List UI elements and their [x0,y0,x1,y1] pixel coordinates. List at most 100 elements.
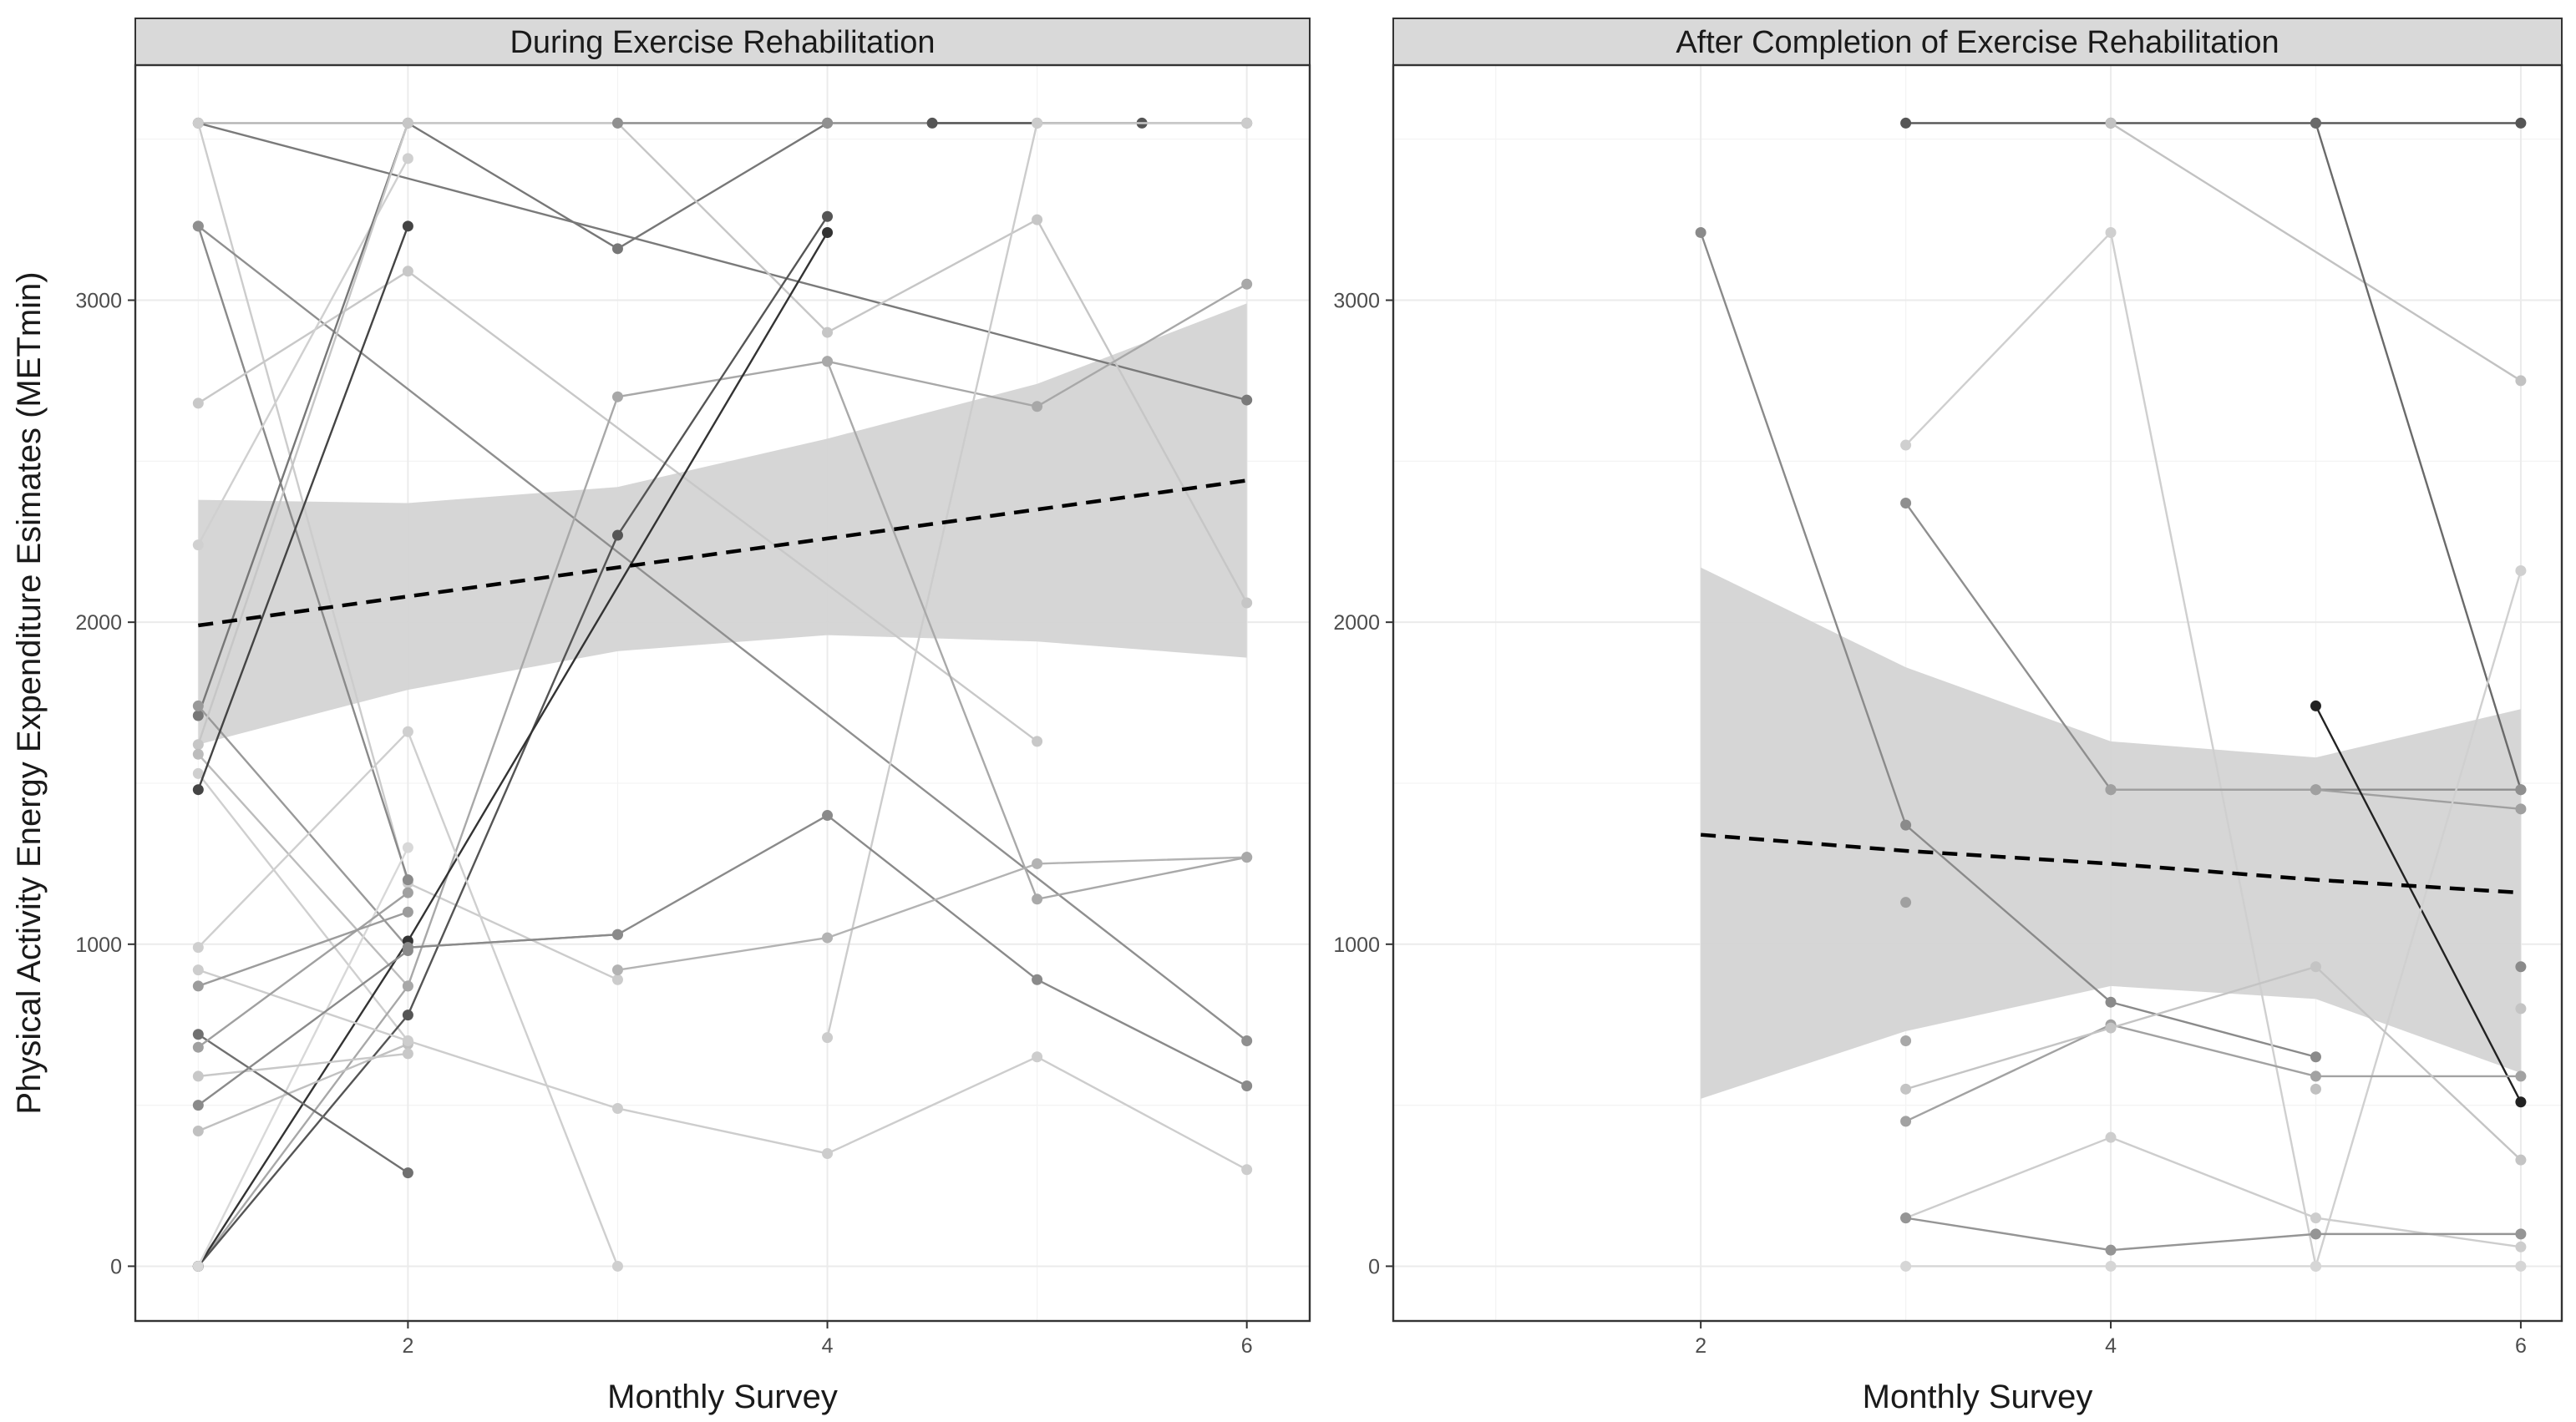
series-line [197,122,1248,746]
data-point [2515,1003,2527,1015]
data-point [192,1029,204,1040]
data-point [822,210,834,222]
data-point [1900,1116,1912,1127]
x-tick-label: 6 [1241,1334,1253,1358]
data-point [402,874,413,886]
series-line [197,911,408,988]
participant-series [192,964,1253,1176]
data-point [1032,401,1043,412]
data-point [2515,564,2527,576]
series-line [197,969,1248,1171]
series-line [197,1033,409,1174]
data-point [611,243,623,255]
data-point [2515,1070,2527,1082]
data-point [192,748,204,760]
participant-series [1900,961,2527,1166]
data-point [2310,1228,2321,1240]
data-point [2105,1260,2117,1272]
data-point [402,1048,413,1060]
data-point [1032,974,1043,985]
participant-series [2310,1083,2321,1095]
individual-trajectories [1695,117,2527,1272]
data-point [192,964,204,976]
x-tick-label: 6 [2515,1334,2527,1358]
y-axis-ticks: 0 1000 2000 3000 [75,290,135,1278]
data-point [402,1010,413,1021]
series-line [1905,965,2522,1161]
data-point [822,227,834,239]
series-line [197,122,829,716]
data-point [2515,117,2527,129]
series-line [1905,1136,2522,1248]
data-point [192,700,204,711]
data-point [402,1167,413,1179]
panel-after-rehabilitation: After Completion of Exercise Rehabilitat… [1333,18,2563,1358]
data-point [192,710,204,721]
data-point [192,980,204,992]
participant-series [192,266,1043,747]
y-tick-label: 3000 [75,290,122,313]
participant-series [1900,1212,2527,1256]
data-point [402,220,413,232]
data-point [1241,1164,1253,1176]
data-point [192,767,204,779]
x-tick-label: 4 [2105,1334,2117,1358]
data-point [1032,736,1043,747]
data-point [192,1041,204,1053]
data-point [2105,227,2117,239]
series-line [1905,1024,2521,1122]
data-point [192,397,204,409]
data-point [822,356,834,367]
participant-series [2515,1003,2527,1015]
series-line [1905,1217,2521,1252]
confidence-band [198,303,1247,745]
data-point [2310,1051,2321,1063]
series-line [198,1052,408,1078]
data-point [2515,375,2527,387]
data-point [1900,1260,1912,1272]
data-point [611,1260,623,1272]
data-point [2105,117,2117,129]
data-point [402,266,413,277]
series-line [197,283,1248,1268]
data-point [1241,852,1253,863]
data-point [822,1147,834,1159]
panel-strip [134,18,1311,66]
data-point [611,529,623,541]
series-line [2315,123,2523,791]
data-point [402,942,413,954]
participant-series [1900,897,1912,908]
data-point [822,326,834,338]
data-point [2515,803,2527,815]
data-point [192,220,204,232]
participant-series [192,220,413,796]
trend-dashed-line [198,478,1247,628]
participant-series [192,887,413,1053]
series-line [197,225,409,791]
series-line [197,215,829,1268]
series-line [2315,570,2523,1267]
series-line [197,225,1248,1042]
participant-series [1900,1260,2527,1272]
data-point [402,153,413,164]
x-axis-title: Monthly Survey [607,1379,838,1415]
data-point [192,1100,204,1111]
data-point [2515,961,2527,973]
data-point [2310,961,2321,973]
series-line [617,856,1247,971]
panel-border [1392,63,2563,1323]
data-point [192,739,204,751]
plot-area [1393,65,2562,1321]
data-point [402,906,413,918]
series-line [197,892,409,1049]
data-point [192,539,204,551]
confidence-ribbon [198,303,1247,745]
data-point [1900,117,1912,129]
data-point [1241,278,1253,290]
data-point [611,391,623,402]
y-tick-label: 1000 [75,934,122,957]
data-point [822,932,834,944]
y-tick-label: 2000 [75,611,122,635]
data-point [2310,700,2321,711]
